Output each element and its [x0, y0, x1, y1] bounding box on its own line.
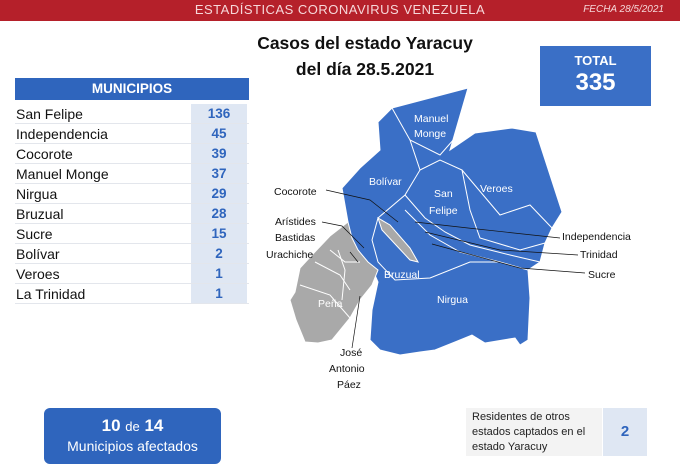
border-line [299, 284, 351, 319]
municipio-cases: 15 [191, 224, 247, 243]
map-label-independencia: Independencia [562, 231, 631, 243]
map-label-trinidad: Trinidad [580, 249, 618, 261]
map-label-urachiche: Urachiche [266, 249, 313, 261]
map-label-cocorote: Cocorote [274, 186, 317, 198]
leader-cocorote [325, 189, 399, 223]
map-label-san-felipe-2: Felipe [429, 205, 458, 217]
municipio-name: Bolívar [16, 246, 60, 262]
table-row: Sucre 15 [15, 224, 249, 244]
total-box: TOTAL 335 [540, 46, 651, 106]
map-label-san-felipe: San [434, 188, 453, 200]
residents-line-1: Residentes de otros [472, 411, 570, 423]
municipio-cases: 1 [191, 264, 247, 283]
map-label-paez: Páez [337, 379, 361, 391]
residents-value: 2 [603, 408, 647, 456]
municipio-name: Nirgua [16, 186, 58, 202]
affected-municipios-box: 10 de 14 Municipios afectados [44, 408, 221, 464]
residents-line-2: estados captados en el [472, 426, 586, 438]
municipio-name: Bruzual [16, 206, 64, 222]
leader-jap [351, 295, 361, 349]
leader-lines [321, 189, 586, 349]
border-line [329, 249, 360, 263]
leader-sucre [431, 243, 586, 274]
header-date: FECHA 28/5/2021 [583, 4, 664, 15]
table-row: Bruzual 28 [15, 204, 249, 224]
table-row: Manuel Monge 37 [15, 164, 249, 184]
total-value: 335 [575, 69, 616, 96]
map-label-manuel-monge-2: Monge [414, 128, 446, 140]
border-line [419, 159, 546, 251]
map-label-pena: Peña [318, 298, 343, 310]
municipio-cases: 29 [191, 184, 247, 203]
municipio-name: Sucre [16, 226, 53, 242]
table-row: Cocorote 39 [15, 144, 249, 164]
border-line [391, 107, 463, 156]
map-label-aristides: Arístides [275, 216, 316, 228]
municipio-name: Cocorote [16, 146, 73, 162]
map-label-manuel-monge: Manuel [414, 113, 448, 125]
leader-independencia [414, 221, 561, 239]
page-title-line-2: del día 28.5.2021 [295, 59, 435, 79]
table-row: Independencia 45 [15, 124, 249, 144]
header-title: ESTADÍSTICAS CORONAVIRUS VENEZUELA [194, 2, 486, 17]
municipio-name: Independencia [16, 126, 108, 142]
table-row: San Felipe 136 [15, 104, 249, 124]
page-title-line-1: Casos del estado Yaracuy [257, 33, 473, 53]
affected-count: 10 [101, 416, 121, 435]
municipio-name: San Felipe [16, 106, 83, 122]
municipio-name: Manuel Monge [16, 166, 109, 182]
municipios-table: San Felipe 136 Independencia 45 Cocorote 39… [15, 104, 249, 304]
total-label: TOTAL [574, 53, 617, 68]
region-affected [341, 87, 563, 356]
table-row: Veroes 1 [15, 264, 249, 284]
leader-aristides [321, 221, 365, 249]
region-cocorote-grey [377, 216, 420, 263]
border-line [461, 169, 553, 229]
border-line [337, 249, 346, 301]
table-row: Nirgua 29 [15, 184, 249, 204]
border-line [371, 217, 500, 281]
map-label-veroes: Veroes [480, 183, 513, 195]
municipio-name: Veroes [16, 266, 60, 282]
header-bar: ESTADÍSTICAS CORONAVIRUS VENEZUELA FECHA… [0, 0, 680, 21]
leader-trinidad [424, 231, 579, 256]
map-label-antonio: Antonio [329, 363, 365, 375]
affected-count-line: 10 de 14 [44, 416, 221, 436]
residents-text: Residentes de otros estados captados en … [466, 408, 602, 456]
municipio-name: La Trinidad [16, 286, 86, 302]
affected-total: 14 [144, 416, 164, 435]
municipios-header: MUNICIPIOS [15, 78, 249, 100]
municipio-cases: 37 [191, 164, 247, 183]
table-row: La Trinidad 1 [15, 284, 249, 304]
municipio-cases: 2 [191, 244, 247, 263]
map-label-nirgua: Nirgua [437, 294, 468, 306]
municipio-cases: 1 [191, 284, 247, 303]
municipio-cases: 39 [191, 144, 247, 163]
border-line [404, 194, 541, 263]
border-line [404, 209, 529, 271]
affected-of: de [125, 419, 140, 434]
map-label-sucre: Sucre [588, 269, 616, 281]
municipio-cases: 28 [191, 204, 247, 223]
map-label-aristides-2: Bastidas [275, 232, 315, 244]
map-label-bolivar: Bolívar [369, 176, 402, 188]
municipio-cases: 136 [191, 104, 247, 123]
municipio-cases: 45 [191, 124, 247, 143]
leader-urachiche [349, 251, 359, 263]
page-title: Casos del estado Yaracuy del día 28.5.20… [215, 30, 515, 82]
border-line [377, 139, 421, 219]
affected-label: Municipios afectados [67, 438, 198, 454]
map-label-jose: José [340, 347, 362, 359]
border-line [314, 261, 351, 291]
residents-line-3: estado Yaracuy [472, 441, 548, 453]
municipio-borders [299, 107, 553, 319]
map-label-bruzual: Bruzual [384, 269, 420, 281]
table-row: Bolívar 2 [15, 244, 249, 264]
region-not-affected [289, 221, 379, 344]
